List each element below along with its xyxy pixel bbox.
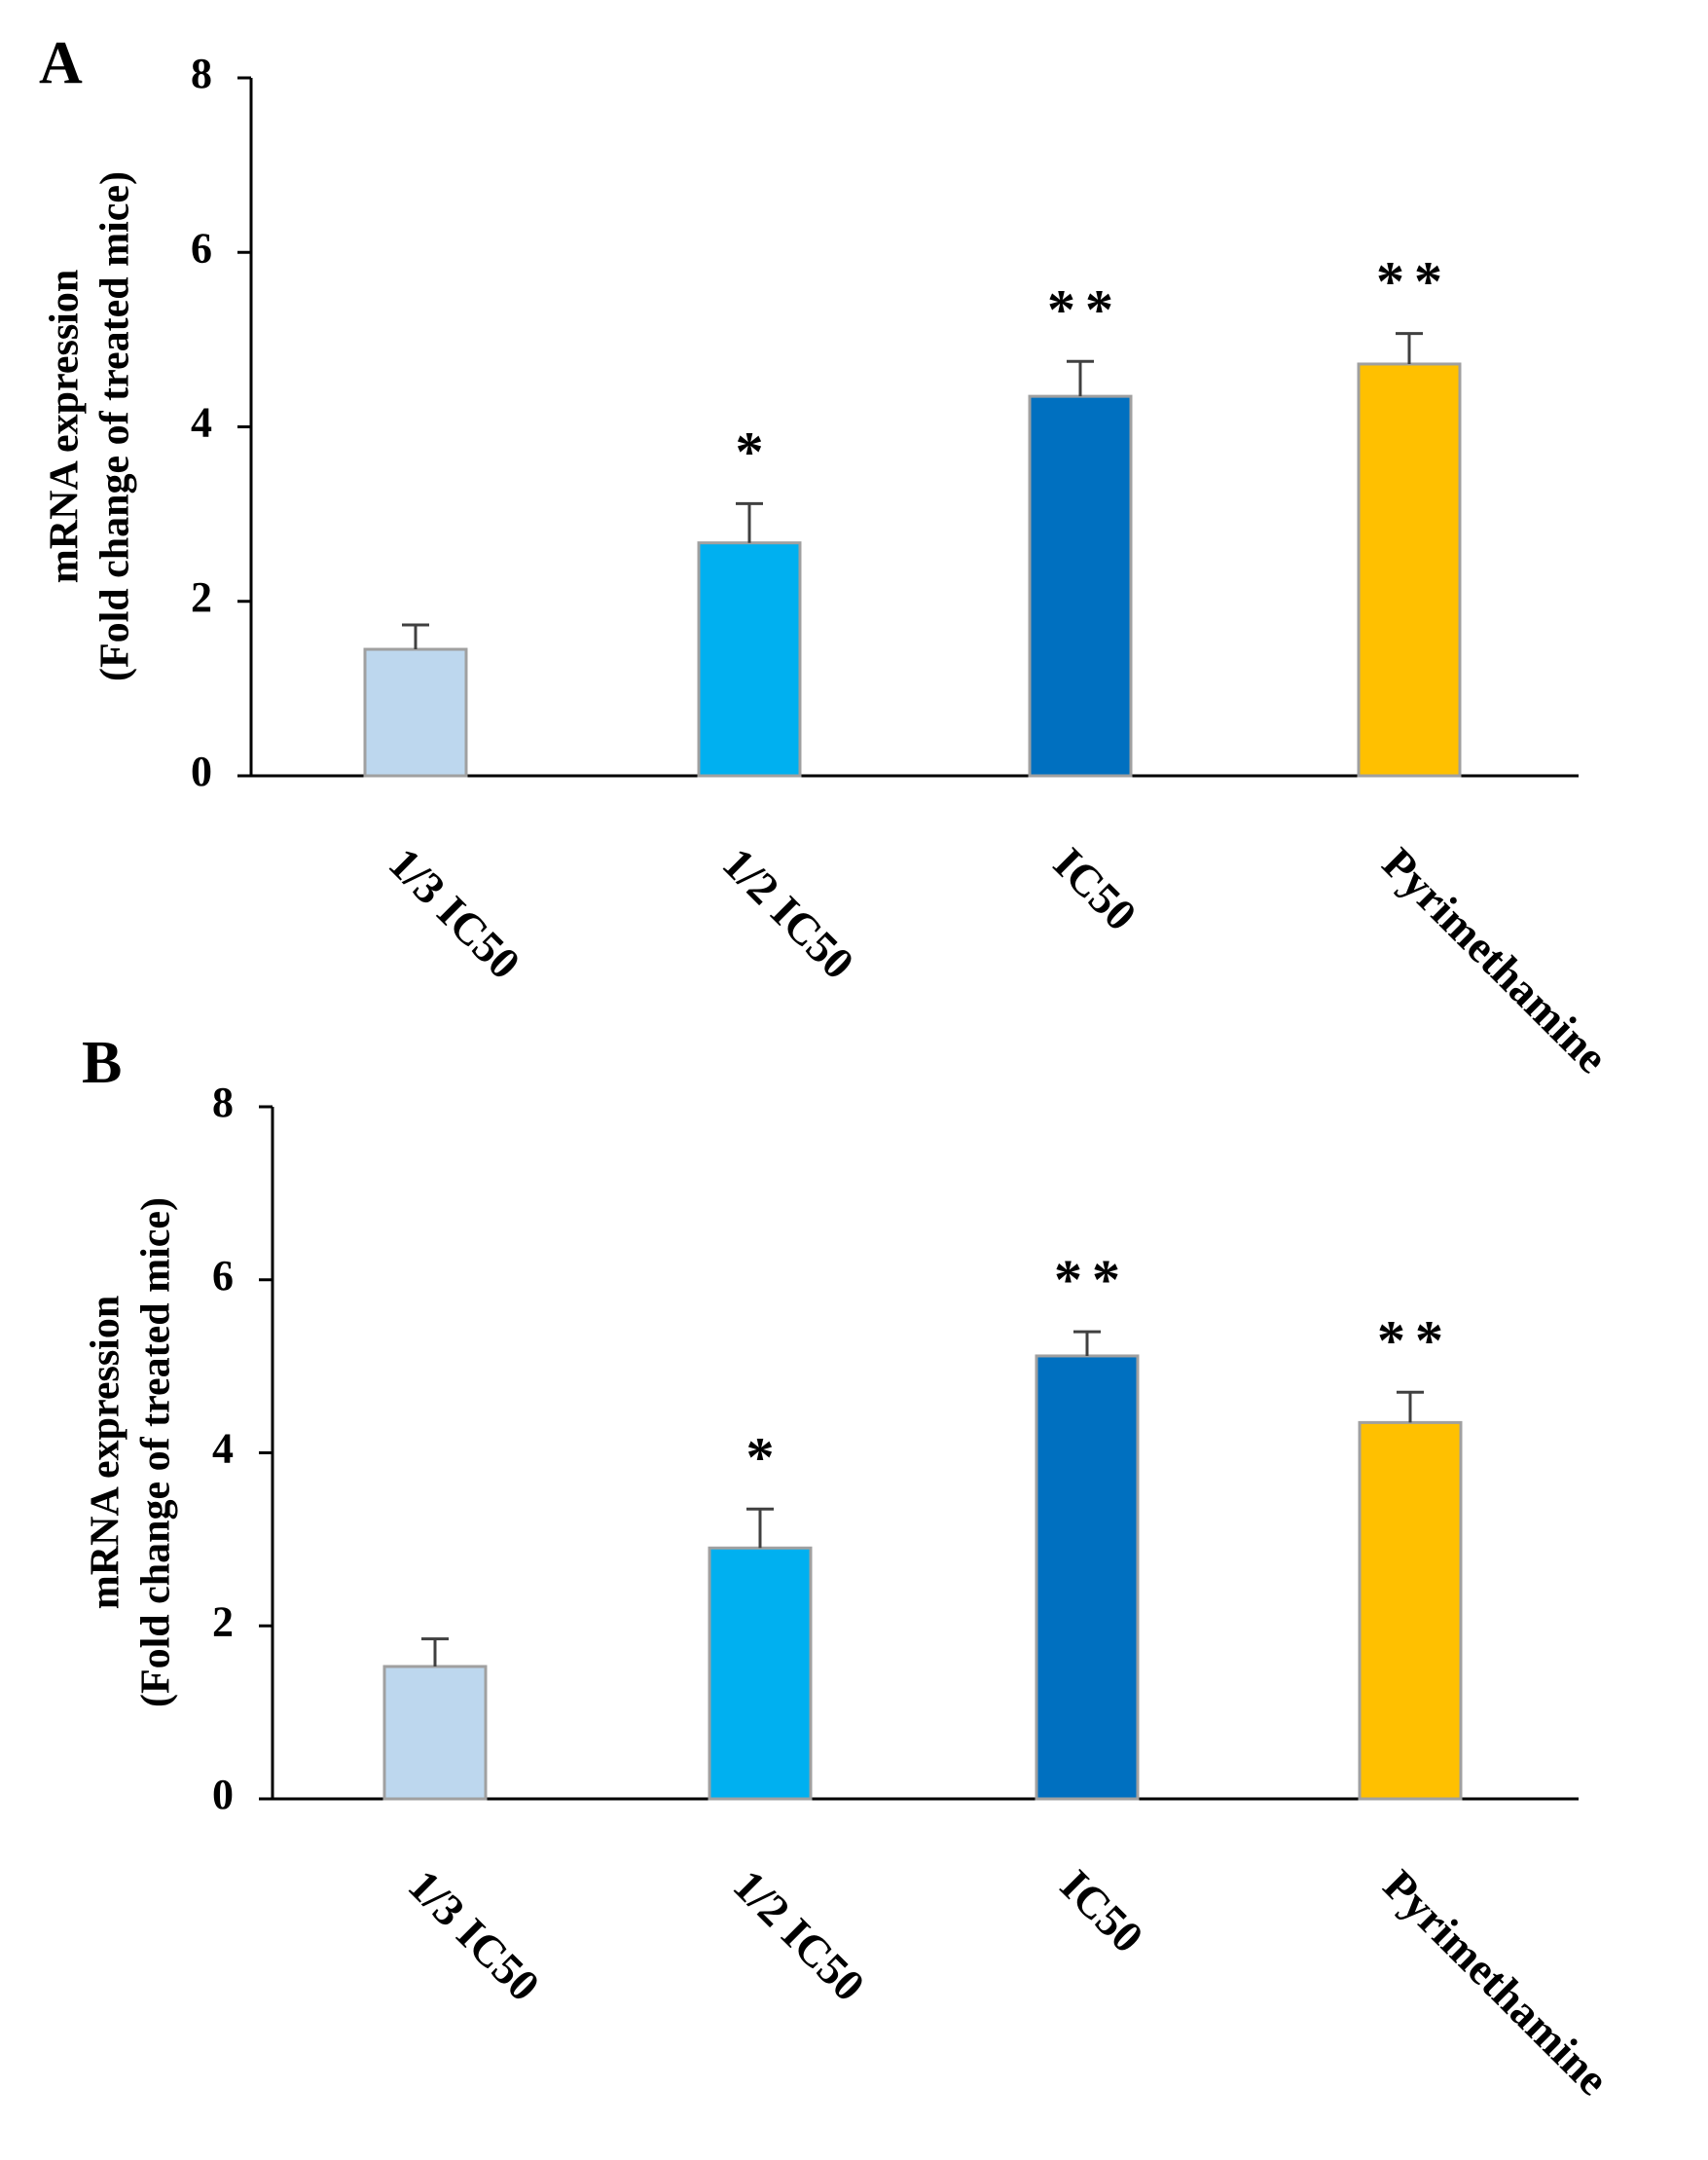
significance-marker: ** bbox=[1377, 1308, 1453, 1372]
x-category-label: Pyrimethamine bbox=[1374, 1860, 1618, 2105]
significance-marker: ** bbox=[1047, 277, 1123, 341]
y-tick-label: 0 bbox=[212, 1771, 234, 1818]
x-category-label: 1/3 IC50 bbox=[380, 838, 529, 988]
bar bbox=[697, 541, 802, 778]
x-category-label: 1/2 IC50 bbox=[713, 838, 863, 988]
y-tick-label: 2 bbox=[191, 573, 212, 621]
bar bbox=[382, 1665, 488, 1801]
x-category-label: IC50 bbox=[1044, 838, 1146, 940]
error-bar bbox=[402, 623, 429, 650]
error-bar bbox=[1397, 1390, 1424, 1423]
y-axis-label-line2: (Fold change of treated mice) bbox=[134, 1197, 179, 1707]
y-tick-label: 0 bbox=[191, 748, 212, 795]
error-bar bbox=[1073, 1330, 1101, 1356]
significance-marker: * bbox=[746, 1425, 784, 1488]
bar bbox=[1035, 1354, 1140, 1801]
error-bar bbox=[1067, 359, 1094, 397]
y-tick-label: 6 bbox=[212, 1252, 234, 1300]
bar bbox=[708, 1546, 813, 1801]
error-bar bbox=[746, 1507, 774, 1549]
y-tick-label: 6 bbox=[191, 224, 212, 272]
error-bar bbox=[736, 501, 763, 543]
x-category-label: 1/3 IC50 bbox=[399, 1860, 549, 2010]
bar bbox=[1028, 394, 1133, 778]
significance-marker: ** bbox=[1376, 250, 1452, 313]
significance-marker: ** bbox=[1054, 1248, 1130, 1311]
x-category-label: Pyrimethamine bbox=[1373, 838, 1617, 1082]
bar bbox=[363, 647, 468, 778]
y-tick-label: 4 bbox=[212, 1425, 234, 1473]
y-axis-label-line2: (Fold change of treated mice) bbox=[93, 171, 138, 681]
y-tick-label: 8 bbox=[212, 1079, 234, 1126]
error-bar bbox=[421, 1637, 449, 1667]
y-tick-label: 2 bbox=[212, 1597, 234, 1645]
panel-letter: A bbox=[39, 30, 83, 96]
bar bbox=[1358, 1420, 1463, 1801]
error-bar bbox=[1396, 332, 1423, 364]
x-category-label: IC50 bbox=[1051, 1860, 1153, 1962]
panel-letter: B bbox=[82, 1030, 122, 1096]
y-axis-label-line1: mRNA expression bbox=[43, 270, 88, 583]
x-category-label: 1/2 IC50 bbox=[724, 1860, 874, 2010]
y-tick-label: 4 bbox=[191, 399, 212, 447]
y-tick-label: 8 bbox=[191, 50, 212, 97]
bar bbox=[1357, 362, 1462, 778]
y-axis-label-line1: mRNA expression bbox=[84, 1296, 128, 1609]
significance-marker: * bbox=[736, 420, 774, 483]
